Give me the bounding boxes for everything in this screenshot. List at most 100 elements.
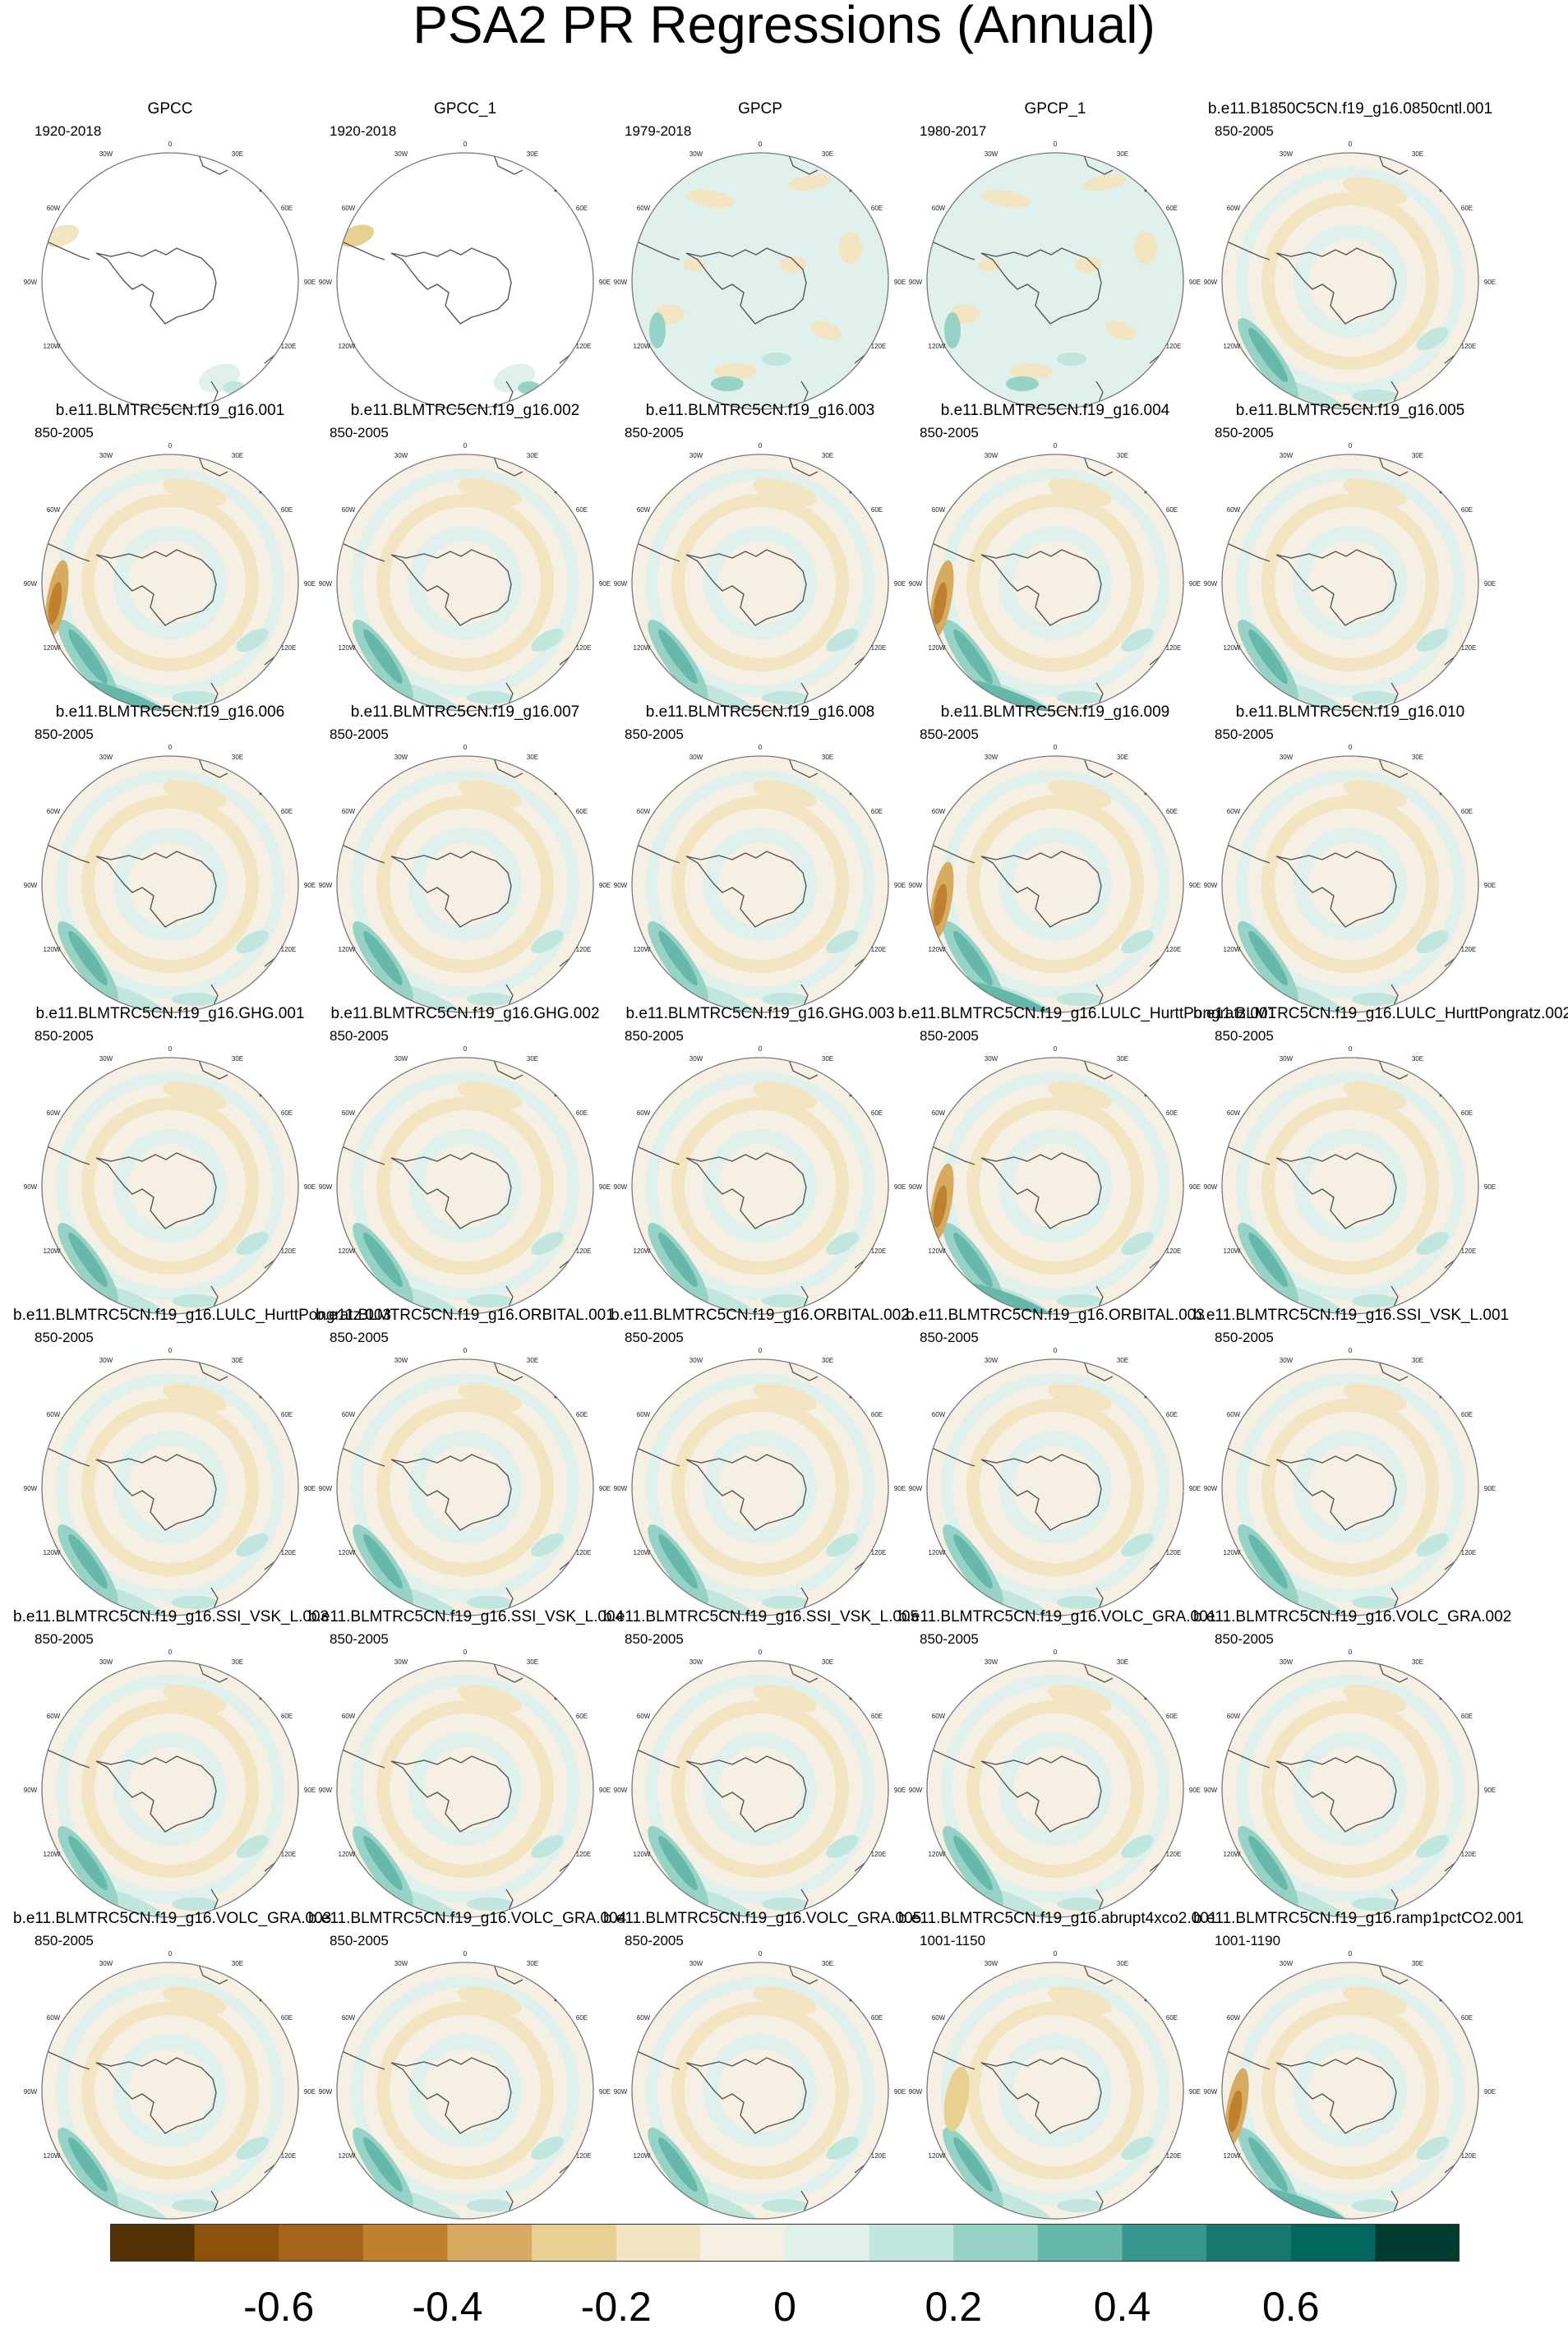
middle-tan-ring [1261, 192, 1439, 370]
outer-teal-ring [1236, 468, 1464, 697]
island-marker [849, 792, 852, 795]
contour-region [458, 477, 522, 507]
map-fill [632, 756, 888, 1012]
longitude-label: 60E [1166, 1109, 1178, 1117]
outer-teal-ring [351, 1976, 579, 2205]
contour-region [163, 779, 227, 809]
longitude-label: 120E [281, 1549, 297, 1556]
longitude-label: 90W [24, 1183, 38, 1191]
map-border [631, 454, 889, 712]
polar-map: 030W30E60W60E90W90E120W120E150W150E180 [24, 141, 316, 410]
africa-coastline [1377, 454, 1409, 477]
colorbar-swatch [110, 2224, 196, 2262]
longitude-label: 30W [394, 754, 408, 761]
contour-region [826, 1533, 859, 1556]
map-panel: 030W30E60W60E90W90E120W120E150W150E180b.… [898, 703, 1212, 1013]
longitude-label: 120W [634, 644, 651, 652]
middle-tan-ring [671, 1399, 849, 1576]
longitude-label: 0 [463, 1950, 468, 1958]
antarctica-coastline [685, 549, 807, 626]
panel-title: b.e11.BLMTRC5CN.f19_g16.VOLC_GRA.004 [308, 1910, 627, 1927]
teal-band [658, 930, 698, 986]
contour-region [1416, 2137, 1449, 2160]
longitude-label: 60W [637, 1411, 651, 1418]
africa-coastline [787, 1058, 819, 1080]
antarctica-coastline [390, 1454, 512, 1531]
africa-coastline [1082, 1962, 1114, 1985]
longitude-label: 60W [932, 1109, 946, 1117]
south-america-coastline [46, 241, 90, 261]
map-fill [1222, 1058, 1478, 1314]
contour-region [236, 1533, 269, 1556]
contour-region [163, 477, 227, 507]
contour-region [1352, 1898, 1398, 1911]
longitude-label: 90W [319, 1485, 333, 1492]
panel-period: 850-2005 [330, 1933, 389, 1948]
south-america-coastline [931, 1749, 975, 1768]
map-panel: 030W30E60W60E90W90E120W120E150W150E180b.… [603, 1910, 921, 2220]
contour-region [788, 174, 831, 191]
longitude-label: 120W [339, 644, 356, 652]
map-panel: 030W30E60W60E90W90E120W120E150W150E180b.… [1193, 703, 1507, 1013]
background-field [1222, 454, 1478, 711]
longitude-label: 120W [929, 2152, 946, 2160]
new-zealand-coastline [1390, 1285, 1399, 1310]
island-marker [554, 1094, 557, 1097]
colorbar-tick-label: -0.2 [580, 2284, 652, 2330]
panel-title: b.e11.BLMTRC5CN.f19_g16.VOLC_GRA.002 [1193, 1608, 1512, 1626]
background-field [1222, 756, 1478, 1012]
teal-band [1248, 2137, 1288, 2193]
longitude-label: 120W [44, 343, 61, 350]
longitude-label: 30W [1280, 1357, 1294, 1364]
new-zealand-coastline [210, 1587, 219, 1612]
panel-period: 850-2005 [330, 1330, 389, 1345]
longitude-label: 90W [614, 1787, 628, 1794]
new-zealand-coastline [505, 682, 514, 707]
middle-tan-ring [81, 1399, 259, 1576]
polar-map: 030W30E60W60E90W90E120W120E150W150E180 [24, 1045, 316, 1315]
longitude-label: 30E [1412, 1357, 1423, 1364]
longitude-label: 30E [232, 1960, 243, 1967]
panel-title: b.e11.BLMTRC5CN.f19_g16.006 [55, 703, 285, 721]
new-zealand-coastline [1095, 984, 1104, 1008]
new-zealand-coastline [800, 1587, 809, 1612]
contour-region [1083, 174, 1126, 191]
new-zealand-coastline [210, 1888, 219, 1913]
longitude-label: 60E [1461, 2014, 1473, 2022]
polar-map: 030W30E60W60E90W90E120W120E150W150E180 [1204, 141, 1496, 410]
contour-region [458, 779, 522, 809]
background-field [632, 756, 888, 1012]
map-panel: 030W30E60W60E90W90E120W120E150W150E180b.… [13, 1005, 327, 1315]
contour-region [467, 1596, 513, 1609]
island-marker [1144, 189, 1147, 192]
longitude-label: 60W [47, 2014, 61, 2022]
africa-coastline [1082, 454, 1114, 477]
longitude-label: 0 [1349, 141, 1353, 148]
longitude-label: 90W [1204, 279, 1218, 286]
outer-teal-ring [351, 770, 579, 998]
longitude-label: 120E [281, 1247, 297, 1255]
middle-tan-ring [376, 1097, 554, 1275]
contour-region [809, 320, 842, 340]
panel-period: 1979-2018 [625, 123, 692, 139]
south-america-coastline [46, 1749, 90, 1768]
longitude-label: 0 [759, 442, 763, 450]
map-border [1221, 1057, 1479, 1315]
longitude-label: 30W [1280, 1960, 1294, 1967]
panel-period: 850-2005 [330, 726, 389, 742]
panel-period: 850-2005 [920, 1028, 979, 1044]
longitude-label: 90E [599, 2088, 611, 2096]
longitude-label: 60E [1166, 506, 1178, 514]
contour-region [531, 930, 564, 953]
brown-anomaly [933, 883, 948, 926]
teal-band [1248, 1533, 1288, 1589]
longitude-label: 0 [168, 141, 173, 148]
longitude-label: 30E [1117, 1658, 1128, 1666]
longitude-label: 90E [304, 580, 316, 588]
contour-region [163, 1382, 227, 1412]
longitude-label: 120E [1166, 1549, 1182, 1556]
south-america-coastline [46, 1146, 90, 1165]
panel-title: GPCC [147, 100, 193, 118]
longitude-label: 90W [319, 580, 333, 588]
africa-coastline [492, 1058, 523, 1080]
